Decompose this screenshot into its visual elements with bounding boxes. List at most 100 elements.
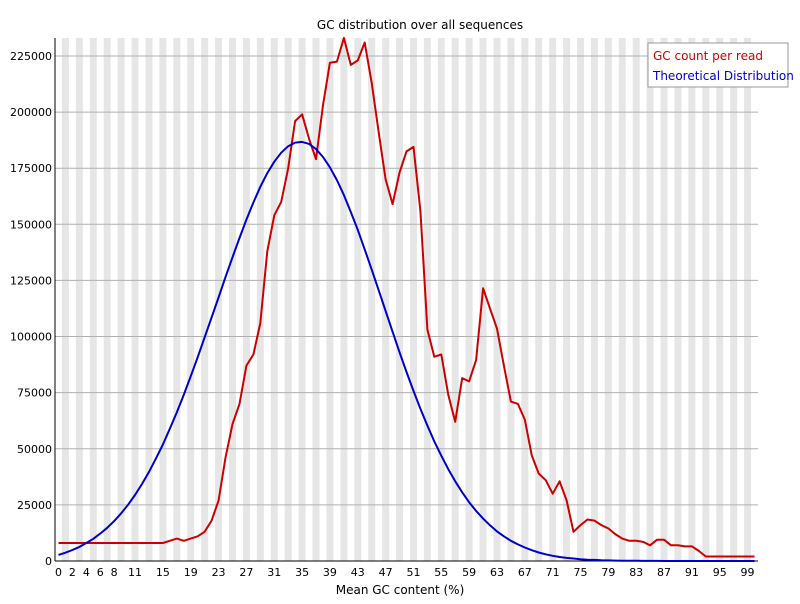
x-tick-labels: 0 2 4 6 8 11 15 19 23 27 31 35 39 43 47 51 55 59 63 67 71 75 7… [55,566,755,579]
x-tick-label: 35 [295,566,309,579]
grid-band [368,38,376,561]
x-tick-label: 8 [111,566,118,579]
grid-band [354,38,362,561]
grid-band [396,38,404,561]
grid-band [409,38,417,561]
x-tick-label: 15 [156,566,170,579]
grid-band [479,38,487,561]
x-tick-label: 6 [97,566,104,579]
grid-band [493,38,501,561]
x-tick-label: 75 [574,566,588,579]
theoretical-distribution-line [58,140,755,562]
x-tick-label: 11 [128,566,142,579]
x-tick-label: 83 [629,566,643,579]
gc-count-line [58,37,755,558]
series-lines [58,37,755,562]
background-bands [61,38,752,561]
x-tick-label: 47 [379,566,393,579]
grid-band [716,38,724,561]
y-tick-label: 175000 [10,162,52,175]
grid-band [229,38,236,561]
x-tick-label: 95 [713,566,727,579]
grid-band [145,38,153,561]
y-tick-label: 0 [45,555,52,568]
grid-band [89,38,97,561]
y-tick-label: 150000 [10,218,52,231]
legend-item-gc-count: GC count per read [653,49,763,63]
grid-band [744,38,752,561]
y-tick-label: 75000 [17,387,52,400]
grid-band [298,38,306,561]
grid-band [201,38,209,561]
grid-band [521,38,529,561]
grid-band [702,38,710,561]
grid-band [451,38,459,561]
x-tick-label: 67 [518,566,532,579]
x-tick-label: 2 [69,566,76,579]
grid-band [382,38,390,561]
grid-band [632,38,640,561]
x-tick-label: 0 [55,566,62,579]
x-tick-label: 59 [462,566,476,579]
grid-band [688,38,696,561]
x-tick-label: 23 [212,566,226,579]
x-tick-label: 55 [434,566,448,579]
horizontal-gridlines [55,55,758,506]
grid-band [674,38,682,561]
grid-band [646,38,654,561]
grid-band [75,38,83,561]
y-tick-label: 125000 [10,274,52,287]
grid-band [604,38,612,561]
y-tick-labels: 0 25000 50000 75000 100000 125000 150000 175000… [10,50,52,568]
x-tick-label: 63 [490,566,504,579]
x-tick-label: 87 [657,566,671,579]
grid-band [618,38,626,561]
grid-band [437,38,445,561]
grid-band [270,38,278,561]
grid-band [423,38,431,561]
grid-band [312,38,320,561]
grid-band [549,38,557,561]
x-tick-label: 43 [351,566,365,579]
grid-band [159,38,167,561]
y-tick-label: 200000 [10,106,52,119]
grid-band [535,38,543,561]
y-tick-label: 100000 [10,331,52,344]
x-tick-label: 91 [685,566,699,579]
x-tick-label: 79 [601,566,615,579]
grid-band [563,38,571,561]
grid-band [103,38,111,561]
y-tick-label: 225000 [10,50,52,63]
grid-band [256,38,264,561]
grid-band [131,38,139,561]
chart-title: GC distribution over all sequences [317,18,523,32]
grid-band [117,38,125,561]
x-tick-label: 27 [239,566,253,579]
x-tick-label: 99 [741,566,755,579]
grid-band [326,38,334,561]
grid-band [187,38,195,561]
x-tick-label: 51 [406,566,420,579]
grid-band [590,38,598,561]
grid-band [577,38,584,561]
grid-band [507,38,515,561]
x-tick-label: 4 [83,566,90,579]
grid-band [242,38,250,561]
x-tick-label: 31 [267,566,281,579]
y-tick-label: 50000 [17,443,52,456]
x-tick-label: 39 [323,566,337,579]
grid-band [61,38,69,561]
legend: GC count per read Theoretical Distributi… [647,42,794,88]
x-tick-label: 71 [546,566,560,579]
grid-band [730,38,738,561]
grid-band [660,38,668,561]
grid-band [340,38,348,561]
grid-band [173,38,181,561]
y-tick-label: 25000 [17,499,52,512]
legend-item-theoretical: Theoretical Distribution [652,69,794,83]
x-tick-label: 19 [184,566,198,579]
grid-band [284,38,292,561]
grid-band [465,38,473,561]
